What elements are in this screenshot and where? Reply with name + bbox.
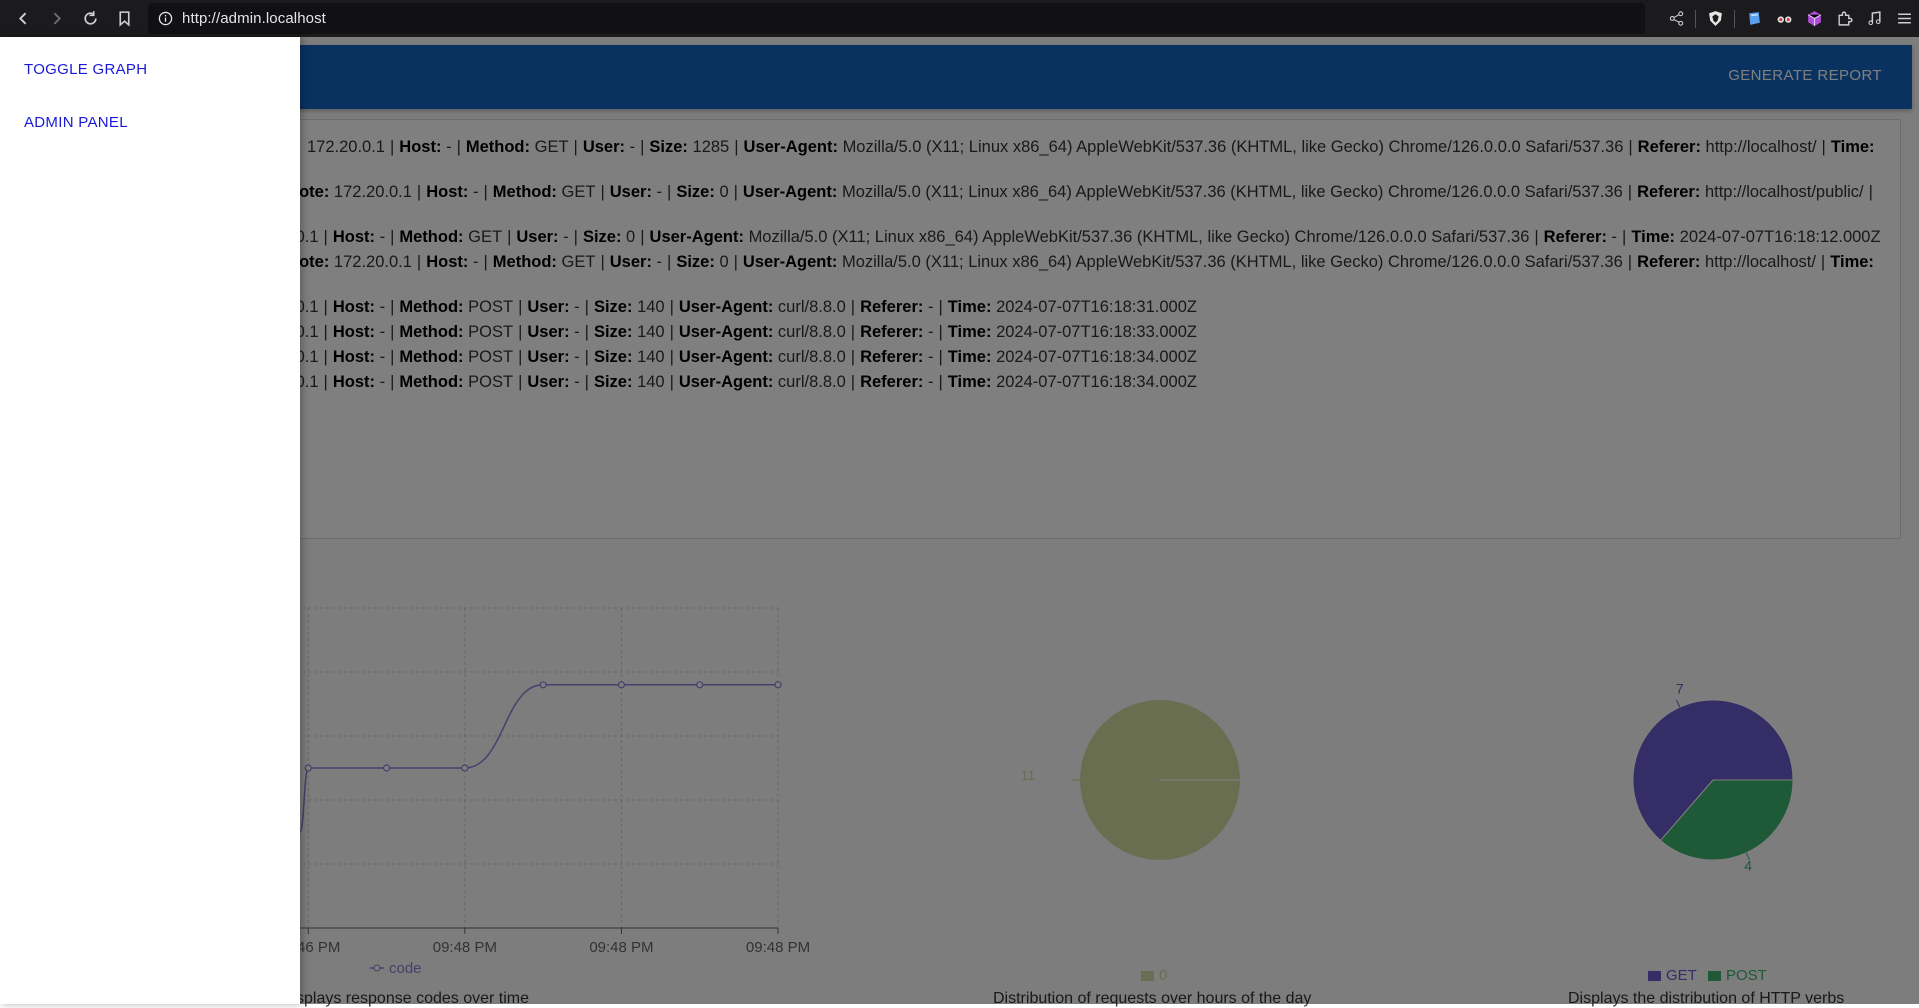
toolbar-divider	[1734, 9, 1735, 28]
extension-glasses-icon[interactable]	[1769, 0, 1799, 37]
drawer-item-admin-panel[interactable]: ADMIN PANEL	[24, 114, 128, 131]
browser-toolbar: http://admin.localhost	[0, 0, 1919, 37]
extension-cube-icon[interactable]	[1799, 0, 1829, 37]
bookmark-icon[interactable]	[107, 0, 141, 37]
forward-icon[interactable]	[39, 0, 73, 37]
brave-shield-icon[interactable]	[1700, 0, 1730, 37]
url-text: http://admin.localhost	[182, 10, 326, 27]
site-info-icon[interactable]	[148, 11, 182, 26]
extension-blue-icon[interactable]	[1739, 0, 1769, 37]
drawer-backdrop[interactable]	[0, 37, 1919, 1004]
toolbar-divider	[1695, 9, 1696, 28]
drawer-item-toggle-graph[interactable]: TOGGLE GRAPH	[24, 61, 148, 78]
menu-hamburger-icon[interactable]	[1889, 0, 1919, 37]
share-icon[interactable]	[1661, 0, 1691, 37]
media-music-icon[interactable]	[1859, 0, 1889, 37]
address-bar[interactable]: http://admin.localhost	[148, 3, 1645, 34]
extensions-puzzle-icon[interactable]	[1829, 0, 1859, 37]
side-drawer: TOGGLE GRAPH ADMIN PANEL	[0, 37, 300, 1004]
browser-extensions	[1661, 0, 1919, 37]
reload-icon[interactable]	[73, 0, 107, 37]
back-icon[interactable]	[6, 0, 40, 37]
